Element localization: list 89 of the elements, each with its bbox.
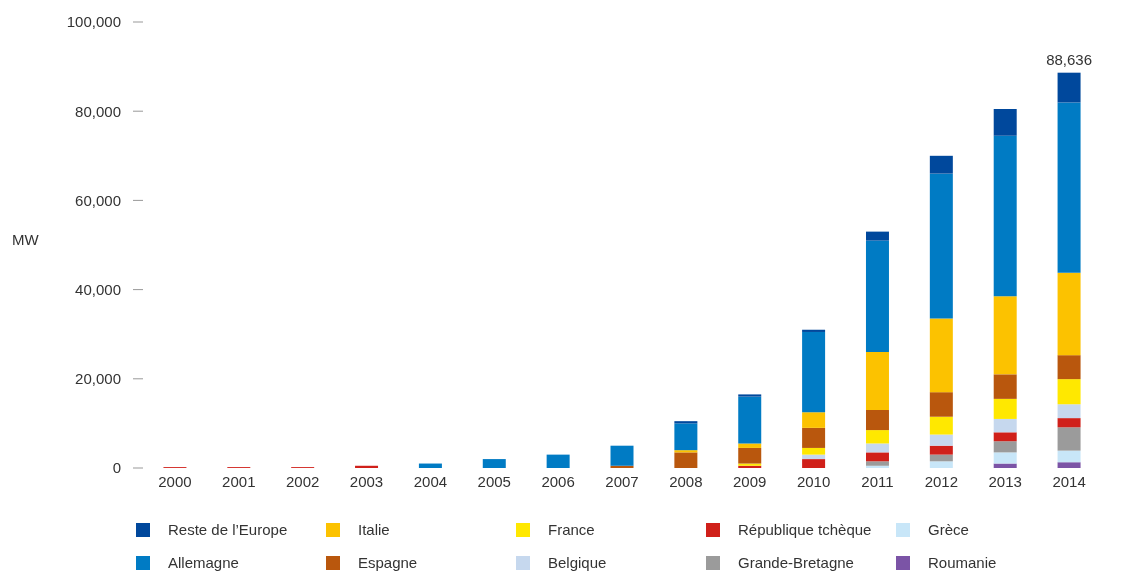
- bar: [865, 465, 889, 468]
- bar: [929, 392, 953, 417]
- bar: [738, 443, 762, 448]
- bar: [1057, 379, 1081, 405]
- bar: [865, 461, 889, 466]
- x-tick-label: 2007: [605, 472, 639, 490]
- x-tick-label: 2001: [222, 472, 256, 490]
- bar: [865, 452, 889, 462]
- bar: [1057, 418, 1081, 428]
- x-tick-label: 2010: [796, 472, 831, 490]
- bar: [865, 352, 889, 411]
- bar: [482, 459, 506, 468]
- bar: [674, 423, 698, 451]
- bar: [865, 240, 889, 353]
- x-tick-label: 2004: [413, 472, 448, 490]
- bar: [929, 318, 953, 393]
- bar: [355, 465, 379, 468]
- bar: [610, 445, 634, 466]
- bar: [674, 421, 698, 424]
- x-tick-label: 2011: [861, 472, 894, 490]
- bar: [802, 447, 826, 455]
- legend-label: Reste de l’Europe: [168, 521, 288, 538]
- x-tick-label: 2009: [733, 472, 767, 490]
- x-tick-label: 2006: [541, 472, 575, 490]
- bar: [993, 296, 1017, 375]
- bar: [802, 427, 826, 448]
- bar: [674, 452, 698, 468]
- y-tick-label: 40,000: [75, 280, 121, 298]
- bar: [993, 135, 1017, 297]
- bar: [993, 441, 1017, 453]
- bar: [929, 445, 953, 455]
- legend-label: Grande-Bretagne: [738, 554, 854, 571]
- bar: [1057, 404, 1081, 419]
- bar: [1057, 355, 1081, 380]
- bar: [1057, 450, 1081, 463]
- legend-label: Italie: [358, 521, 390, 538]
- bar: [802, 412, 826, 428]
- x-tick-label: 2012: [924, 472, 959, 490]
- bar: [929, 155, 953, 174]
- total-label: 88,636: [1046, 50, 1093, 68]
- legend-label: France: [548, 521, 595, 538]
- x-tick-label: 2014: [1052, 472, 1086, 490]
- bar: [993, 374, 1017, 399]
- x-tick-label: 2005: [477, 472, 511, 490]
- bar: [738, 447, 762, 464]
- y-axis-title: MW: [12, 231, 39, 248]
- bar: [929, 454, 953, 462]
- bar: [929, 173, 953, 319]
- y-tick-label: 20,000: [75, 370, 121, 388]
- bar: [674, 450, 698, 453]
- legend-label: Belgique: [548, 554, 607, 571]
- bar: [1057, 272, 1081, 356]
- y-tick-label: 80,000: [75, 102, 121, 120]
- x-tick-label: 2013: [988, 472, 1022, 490]
- bar: [1057, 102, 1081, 273]
- bar: [993, 398, 1017, 419]
- bar: [1057, 427, 1081, 451]
- bar: [1057, 72, 1081, 103]
- y-tick-label: 0: [112, 459, 121, 477]
- x-tick-label: 2002: [285, 472, 320, 490]
- bar: [738, 396, 762, 444]
- y-tick-label: 60,000: [75, 191, 121, 209]
- bar: [1057, 462, 1081, 468]
- bar: [865, 443, 889, 453]
- bar: [802, 329, 826, 332]
- bar: [802, 459, 826, 468]
- legend-label: Allemagne: [168, 554, 239, 571]
- legend-label: République tchèque: [738, 521, 872, 538]
- bar: [610, 465, 634, 468]
- y-tick-label: 100,000: [66, 13, 121, 31]
- x-tick-label: 2000: [158, 472, 192, 490]
- bar: [993, 108, 1017, 136]
- bar: [929, 434, 953, 446]
- bar: [865, 231, 889, 241]
- x-tick-label: 2008: [669, 472, 703, 490]
- bar: [993, 452, 1017, 464]
- bar: [929, 416, 953, 435]
- bar: [865, 430, 889, 444]
- legend-label: Roumanie: [928, 554, 997, 571]
- bar: [546, 454, 570, 468]
- bar: [738, 394, 762, 397]
- bar: [802, 331, 826, 413]
- bar: [865, 410, 889, 431]
- x-tick-label: 2003: [349, 472, 384, 490]
- bar: [993, 418, 1017, 433]
- legend-label: Grèce: [928, 521, 969, 538]
- legend-label: Espagne: [358, 554, 418, 571]
- bar: [993, 432, 1017, 442]
- bar: [929, 461, 953, 468]
